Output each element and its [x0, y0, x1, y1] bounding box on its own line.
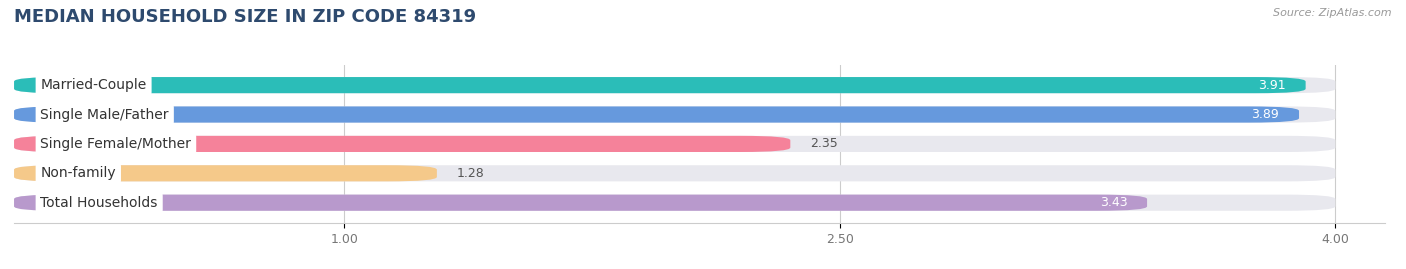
FancyBboxPatch shape	[14, 165, 1336, 181]
Text: MEDIAN HOUSEHOLD SIZE IN ZIP CODE 84319: MEDIAN HOUSEHOLD SIZE IN ZIP CODE 84319	[14, 8, 477, 26]
Text: 3.89: 3.89	[1251, 108, 1279, 121]
Text: Total Households: Total Households	[41, 196, 157, 210]
Text: 3.91: 3.91	[1258, 79, 1286, 92]
FancyBboxPatch shape	[14, 136, 790, 152]
Text: Source: ZipAtlas.com: Source: ZipAtlas.com	[1274, 8, 1392, 18]
Text: Single Female/Mother: Single Female/Mother	[41, 137, 191, 151]
Text: 1.28: 1.28	[457, 167, 485, 180]
Text: Non-family: Non-family	[41, 166, 117, 180]
Text: 3.43: 3.43	[1099, 196, 1128, 209]
FancyBboxPatch shape	[14, 194, 1147, 211]
FancyBboxPatch shape	[14, 194, 1336, 211]
FancyBboxPatch shape	[14, 77, 1306, 93]
Text: Married-Couple: Married-Couple	[41, 78, 146, 92]
FancyBboxPatch shape	[14, 107, 1336, 123]
FancyBboxPatch shape	[14, 136, 1336, 152]
Text: Single Male/Father: Single Male/Father	[41, 108, 169, 122]
Text: 2.35: 2.35	[810, 137, 838, 150]
FancyBboxPatch shape	[14, 107, 1299, 123]
FancyBboxPatch shape	[14, 77, 1336, 93]
FancyBboxPatch shape	[14, 165, 437, 181]
